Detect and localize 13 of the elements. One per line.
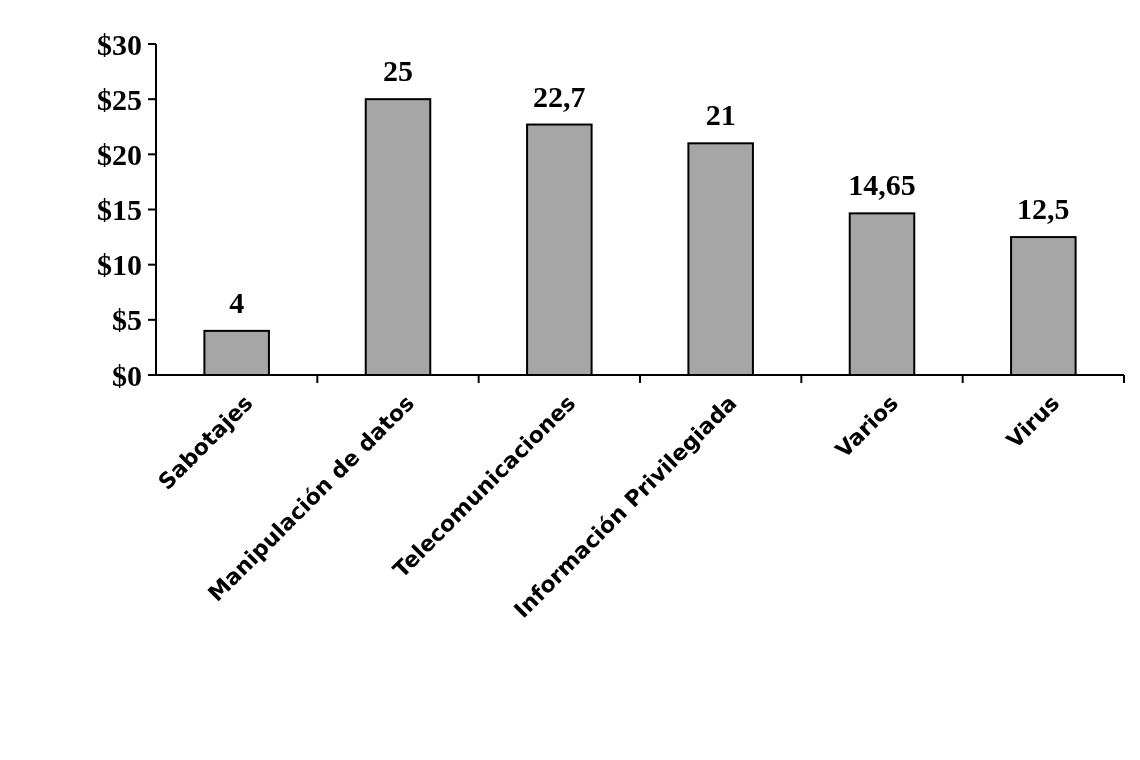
data-label: 22,7 <box>533 79 586 113</box>
y-tick-label: $20 <box>97 137 142 171</box>
y-tick-label: $15 <box>97 193 142 226</box>
data-label: 4 <box>229 285 245 319</box>
y-tick-label: $30 <box>97 27 142 61</box>
y-tick-label: $5 <box>112 303 142 337</box>
data-label: 25 <box>383 54 413 88</box>
data-label: 12,5 <box>1017 192 1070 226</box>
y-tick-label: $10 <box>97 248 142 282</box>
data-label: 21 <box>705 98 736 132</box>
y-tick-label: $0 <box>112 358 142 392</box>
y-tick-label: $25 <box>97 82 142 116</box>
data-label: 14,65 <box>848 168 916 202</box>
